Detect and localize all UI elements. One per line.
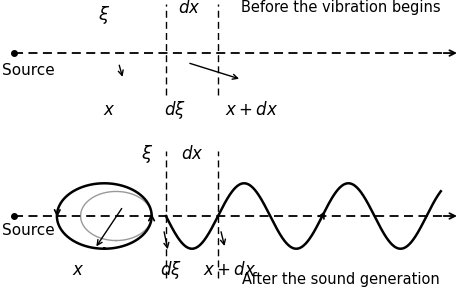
Text: $\xi$: $\xi$ <box>141 143 153 165</box>
Text: Source: Source <box>2 223 55 238</box>
Text: Source: Source <box>2 62 55 77</box>
Text: $\xi$: $\xi$ <box>98 4 110 26</box>
Text: $dx$: $dx$ <box>181 145 203 163</box>
Text: $x$: $x$ <box>72 261 84 279</box>
Text: $d\xi$: $d\xi$ <box>160 259 182 281</box>
Text: $x$: $x$ <box>103 101 115 119</box>
Text: Before the vibration begins: Before the vibration begins <box>241 0 441 15</box>
Text: $dx$: $dx$ <box>178 0 201 17</box>
Text: After the sound generation: After the sound generation <box>242 272 440 287</box>
Text: $d\xi$: $d\xi$ <box>164 99 186 121</box>
Text: $x+dx$: $x+dx$ <box>225 101 278 119</box>
Text: $x+dx$: $x+dx$ <box>203 261 256 279</box>
